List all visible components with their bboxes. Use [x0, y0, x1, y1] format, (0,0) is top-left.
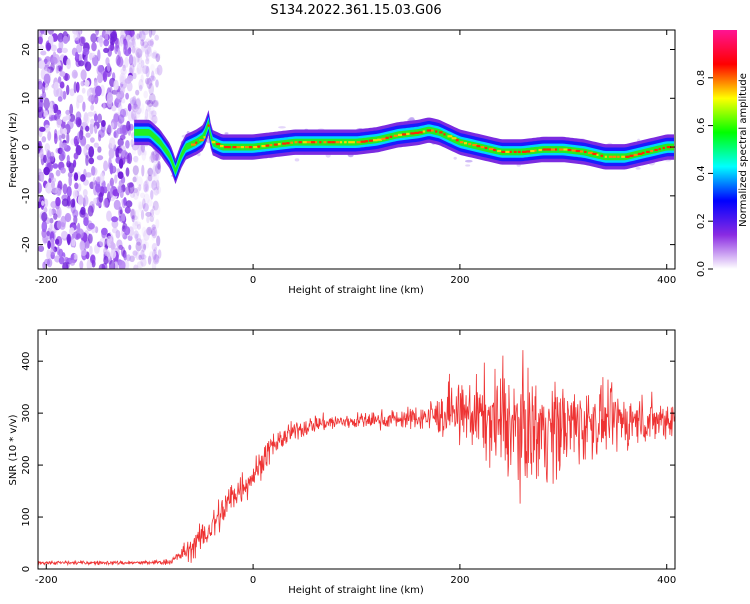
colorbar-gradient: [713, 30, 737, 269]
spectrogram-y-tick-label: -10: [21, 188, 32, 204]
spectrogram-x-ticks: -200 0 200 400: [35, 30, 676, 286]
figure-title: S134.2022.361.15.03.G06: [270, 3, 441, 18]
spectrogram-y-label: Frequency (Hz): [8, 112, 19, 188]
spectrogram-panel: -200 0 200 400 -20 -10 0 10 20 Height of straig…: [8, 29, 676, 296]
snr-plot-area: [38, 350, 675, 567]
colorbar: 0.0 0.2 0.4 0.6 0.8 Normalized spectral ampl…: [696, 30, 749, 277]
snr-x-tick-label: 0: [250, 575, 256, 586]
snr-y-tick-label: 200: [21, 456, 32, 475]
spectrogram-y-tick-label: 20: [21, 43, 32, 56]
spectrogram-plot-area: [38, 30, 674, 269]
spectrogram-x-tick-label: 0: [250, 275, 256, 286]
snr-y-tick-label: 300: [21, 404, 32, 423]
snr-y-tick-label: 100: [21, 507, 32, 526]
snr-y-ticks: 0 100 200 300 400: [21, 352, 675, 572]
spectrogram-y-tick-label: 10: [21, 92, 32, 105]
colorbar-tick-label: 0.8: [696, 70, 707, 86]
colorbar-tick-label: 0.6: [696, 118, 707, 134]
snr-x-tick-label: -200: [35, 575, 58, 586]
spectrogram-y-tick-label: -20: [21, 236, 32, 252]
colorbar-label: Normalized spectral amplitude: [738, 73, 749, 227]
noise-speckles: [38, 30, 163, 269]
snr-series-line: [38, 350, 675, 567]
colorbar-tick-label: 0.0: [696, 261, 707, 277]
snr-x-tick-label: 200: [450, 575, 469, 586]
spectrogram-frame: [37, 29, 676, 270]
spectrogram-x-label: Height of straight line (km): [288, 285, 424, 296]
snr-x-tick-label: 400: [657, 575, 676, 586]
spectrogram-x-tick-label: 400: [657, 275, 676, 286]
ridge: [134, 110, 674, 185]
spectrogram-y-tick-label: 0: [21, 144, 32, 150]
colorbar-ticks: 0.0 0.2 0.4 0.6 0.8: [696, 70, 713, 277]
spectrogram-y-ticks: -20 -10 0 10 20: [21, 43, 675, 253]
spectrogram-x-tick-label: 200: [450, 275, 469, 286]
colorbar-tick-label: 0.4: [696, 165, 707, 181]
snr-frame: [37, 329, 676, 570]
snr-y-label: SNR (10 * v/v): [8, 414, 19, 485]
snr-y-tick-label: 400: [21, 352, 32, 371]
snr-x-label: Height of straight line (km): [288, 585, 424, 596]
snr-y-tick-label: 0: [21, 566, 32, 572]
snr-x-ticks: -200 0 200 400: [35, 330, 676, 586]
spectrogram-x-tick-label: -200: [35, 275, 58, 286]
colorbar-tick-label: 0.2: [696, 213, 707, 229]
